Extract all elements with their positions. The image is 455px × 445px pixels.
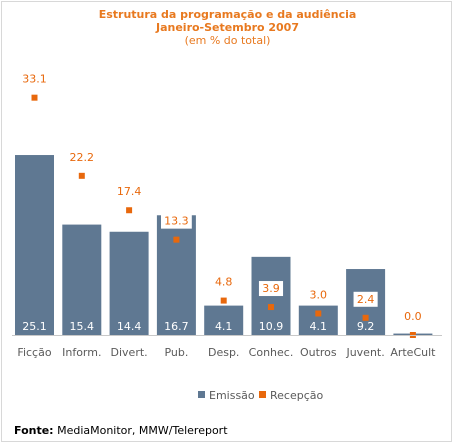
point-label-recepcao-2: 17.4 bbox=[117, 185, 142, 198]
chart-header: Estrutura da programação e da audiência … bbox=[0, 8, 455, 47]
bar-emissao-4 bbox=[204, 305, 244, 335]
point-recepcao-3 bbox=[173, 236, 180, 243]
source-note: Fonte: MediaMonitor, MMW/Telereport bbox=[14, 424, 228, 437]
point-label-recepcao-1: 22.2 bbox=[70, 151, 95, 164]
x-tick-label-5: Conhec. bbox=[249, 346, 294, 359]
point-label-recepcao-7: 2.4 bbox=[357, 293, 375, 306]
legend-swatch-recepcao bbox=[259, 391, 266, 398]
x-tick-label-1: Inform. bbox=[62, 346, 101, 359]
point-recepcao-1 bbox=[78, 172, 85, 179]
point-label-recepcao-0: 33.1 bbox=[22, 73, 47, 86]
point-recepcao-7 bbox=[362, 314, 369, 321]
point-recepcao-5 bbox=[268, 304, 274, 311]
x-tick-label-7: Juvent. bbox=[345, 346, 384, 359]
legend-label-emissao: Emissão bbox=[209, 389, 255, 402]
legend-swatch-emissao bbox=[198, 391, 205, 398]
x-tick-label-0: Ficção bbox=[17, 346, 51, 359]
bar-label-emissao-0: 25.1 bbox=[22, 320, 47, 333]
point-label-bg-recepcao-3 bbox=[161, 213, 192, 229]
bar-label-emissao-3: 16.7 bbox=[164, 320, 189, 333]
bar-emissao-2 bbox=[109, 231, 149, 335]
point-label-recepcao-3: 13.3 bbox=[164, 215, 189, 228]
x-tick-label-4: Desp. bbox=[208, 346, 239, 359]
point-label-recepcao-6: 3.0 bbox=[310, 288, 328, 301]
bar-emissao-0 bbox=[15, 155, 54, 335]
bar-emissao-1 bbox=[62, 224, 102, 335]
bar-label-emissao-2: 14.4 bbox=[117, 320, 142, 333]
x-tick-label-3: Pub. bbox=[164, 346, 188, 359]
bar-label-emissao-6: 4.1 bbox=[310, 320, 328, 333]
point-recepcao-0 bbox=[31, 94, 38, 101]
bar-label-emissao-4: 4.1 bbox=[215, 320, 233, 333]
point-recepcao-4 bbox=[220, 297, 227, 304]
chart-unit-note: (em % do total) bbox=[184, 34, 271, 47]
chart-subtitle: Janeiro-Setembro 2007 bbox=[156, 21, 299, 34]
bar-label-emissao-7: 9.2 bbox=[357, 320, 375, 333]
point-recepcao-6 bbox=[315, 310, 322, 317]
bar-emissao-3 bbox=[156, 215, 196, 335]
x-tick-label-2: Divert. bbox=[111, 346, 148, 359]
x-tick-label-8: ArteCult bbox=[390, 346, 436, 359]
source-label: Fonte: bbox=[14, 424, 54, 437]
point-label-recepcao-4: 4.8 bbox=[215, 276, 233, 289]
x-tick-label-6: Outros bbox=[300, 346, 337, 359]
point-label-bg-recepcao-5 bbox=[258, 281, 284, 297]
bar-label-emissao-1: 15.4 bbox=[70, 320, 95, 333]
point-label-recepcao-8: 0.0 bbox=[404, 310, 422, 323]
point-label-bg-recepcao-7 bbox=[353, 291, 378, 307]
legend-label-recepcao: Recepção bbox=[270, 389, 324, 402]
point-recepcao-2 bbox=[126, 207, 133, 214]
point-label-recepcao-5: 3.9 bbox=[262, 282, 280, 295]
chart-title: Estrutura da programação e da audiência bbox=[98, 8, 357, 21]
bar-label-emissao-5: 10.9 bbox=[259, 320, 284, 333]
source-text: MediaMonitor, MMW/Telereport bbox=[53, 424, 228, 437]
